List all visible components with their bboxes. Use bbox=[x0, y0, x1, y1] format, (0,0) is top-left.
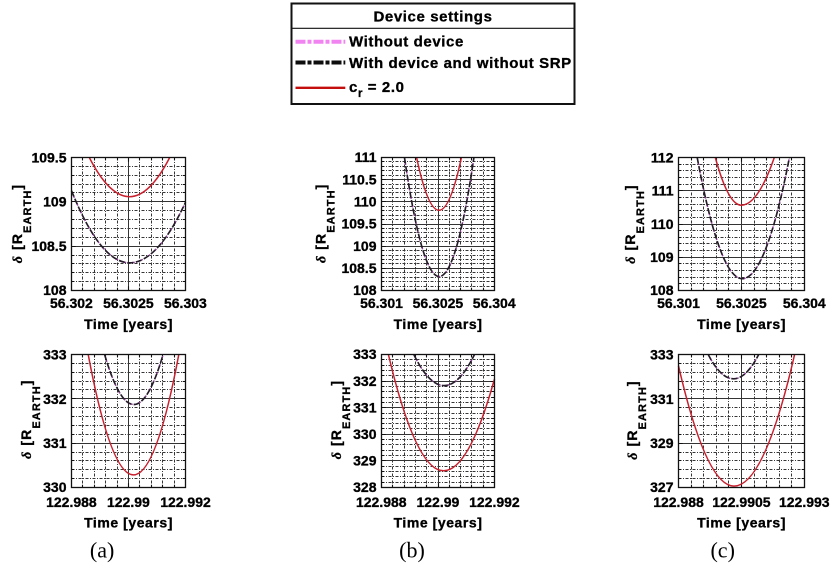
svg-text:332: 332 bbox=[43, 391, 67, 407]
svg-text:122.992: 122.992 bbox=[160, 494, 211, 510]
svg-text:56.3025: 56.3025 bbox=[413, 295, 464, 311]
svg-text:327: 327 bbox=[650, 479, 674, 495]
svg-text:(c): (c) bbox=[710, 538, 734, 563]
svg-text:110.5: 110.5 bbox=[342, 171, 376, 187]
svg-text:108.5: 108.5 bbox=[341, 260, 376, 276]
svg-text:109.5: 109.5 bbox=[31, 150, 66, 166]
svg-text:110: 110 bbox=[354, 194, 377, 210]
svg-text:331: 331 bbox=[353, 399, 377, 415]
svg-text:Time [years]: Time [years] bbox=[84, 515, 173, 531]
svg-text:Time [years]: Time [years] bbox=[697, 515, 786, 531]
svg-text:330: 330 bbox=[353, 426, 377, 442]
svg-text:109: 109 bbox=[353, 238, 377, 254]
svg-text:56.301: 56.301 bbox=[657, 295, 700, 311]
svg-text:111: 111 bbox=[355, 149, 377, 165]
svg-text:56.304: 56.304 bbox=[473, 295, 516, 311]
svg-text:122.99: 122.99 bbox=[107, 494, 150, 510]
svg-text:333: 333 bbox=[43, 347, 67, 363]
svg-text:cr = 2.0: cr = 2.0 bbox=[349, 79, 405, 100]
svg-text:122.988: 122.988 bbox=[653, 494, 704, 510]
svg-text:108: 108 bbox=[43, 282, 67, 298]
svg-text:331: 331 bbox=[43, 435, 67, 451]
svg-text:329: 329 bbox=[353, 453, 377, 469]
svg-text:122.993: 122.993 bbox=[779, 494, 830, 510]
svg-text:109.5: 109.5 bbox=[341, 216, 376, 232]
svg-text:109: 109 bbox=[650, 249, 674, 265]
svg-text:108.5: 108.5 bbox=[31, 238, 66, 254]
svg-text:Time [years]: Time [years] bbox=[394, 316, 483, 332]
svg-text:Device settings: Device settings bbox=[373, 9, 492, 26]
svg-text:56.301: 56.301 bbox=[360, 295, 403, 311]
svg-text:Time [years]: Time [years] bbox=[697, 316, 786, 332]
svg-text:122.9905: 122.9905 bbox=[712, 494, 771, 510]
svg-text:With device and without SRP: With device and without SRP bbox=[349, 55, 572, 72]
svg-text:(a): (a) bbox=[90, 538, 114, 563]
svg-text:56.304: 56.304 bbox=[783, 295, 826, 311]
svg-text:122.99: 122.99 bbox=[416, 494, 459, 510]
svg-text:56.303: 56.303 bbox=[164, 295, 207, 311]
svg-text:111: 111 bbox=[652, 183, 674, 199]
svg-text:56.3025: 56.3025 bbox=[103, 295, 154, 311]
svg-text:109: 109 bbox=[43, 194, 67, 210]
svg-text:333: 333 bbox=[650, 347, 674, 363]
svg-text:112: 112 bbox=[651, 150, 674, 166]
svg-text:329: 329 bbox=[650, 435, 674, 451]
svg-text:331: 331 bbox=[650, 391, 674, 407]
svg-text:Time [years]: Time [years] bbox=[84, 316, 173, 332]
svg-text:56.302: 56.302 bbox=[50, 295, 93, 311]
svg-text:108: 108 bbox=[650, 282, 674, 298]
svg-text:122.988: 122.988 bbox=[46, 494, 97, 510]
svg-text:Time [years]: Time [years] bbox=[394, 515, 483, 531]
svg-text:332: 332 bbox=[353, 373, 377, 389]
svg-text:122.988: 122.988 bbox=[356, 494, 407, 510]
svg-text:333: 333 bbox=[353, 346, 377, 362]
svg-text:108: 108 bbox=[353, 282, 377, 298]
svg-text:328: 328 bbox=[353, 479, 377, 495]
svg-text:110: 110 bbox=[651, 216, 674, 232]
svg-text:Without device: Without device bbox=[349, 34, 464, 51]
svg-text:330: 330 bbox=[43, 479, 67, 495]
svg-text:56.3025: 56.3025 bbox=[716, 295, 767, 311]
svg-text:(b): (b) bbox=[399, 538, 425, 563]
svg-text:122.992: 122.992 bbox=[469, 494, 520, 510]
